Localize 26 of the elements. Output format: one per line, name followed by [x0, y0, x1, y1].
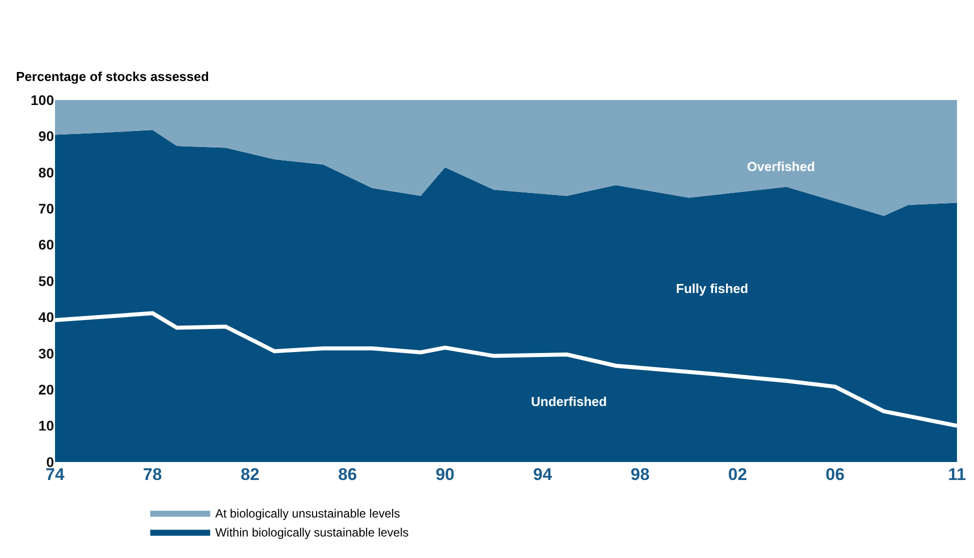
y-tick-label: 50 [38, 272, 54, 289]
line-series [55, 311, 957, 428]
annotation: Fully fished [676, 281, 748, 296]
legend-label: Within biologically sustainable levels [215, 525, 409, 540]
y-tick-label: 90 [38, 128, 54, 144]
x-tick-label: 94 [533, 465, 553, 484]
y-tick-label: 100 [30, 92, 54, 108]
legend-label: At biologically unsustainable levels [215, 506, 400, 520]
x-tick-label: 11 [948, 465, 966, 484]
x-tick-label: 78 [143, 465, 162, 484]
y-tick-label: 10 [38, 418, 54, 434]
y-tick-label: 30 [38, 345, 54, 362]
y-tick-label: 60 [38, 236, 54, 253]
x-tick-label: 06 [826, 465, 845, 484]
y-tick-label: 40 [38, 309, 54, 326]
x-tick-label: 86 [338, 465, 357, 484]
y-tick-label: 80 [38, 164, 54, 180]
y-axis-title: Percentage of stocks assessed [16, 69, 209, 84]
x-tick-label: 98 [630, 465, 650, 484]
annotation: Underfished [531, 394, 607, 409]
y-tick-label: 70 [38, 200, 54, 216]
x-tick-label: 90 [436, 465, 455, 484]
x-tick-label: 82 [240, 465, 260, 484]
x-tick-label: 02 [728, 465, 748, 484]
y-tick-label: 20 [38, 382, 54, 398]
annotation: Overfished [747, 159, 815, 174]
